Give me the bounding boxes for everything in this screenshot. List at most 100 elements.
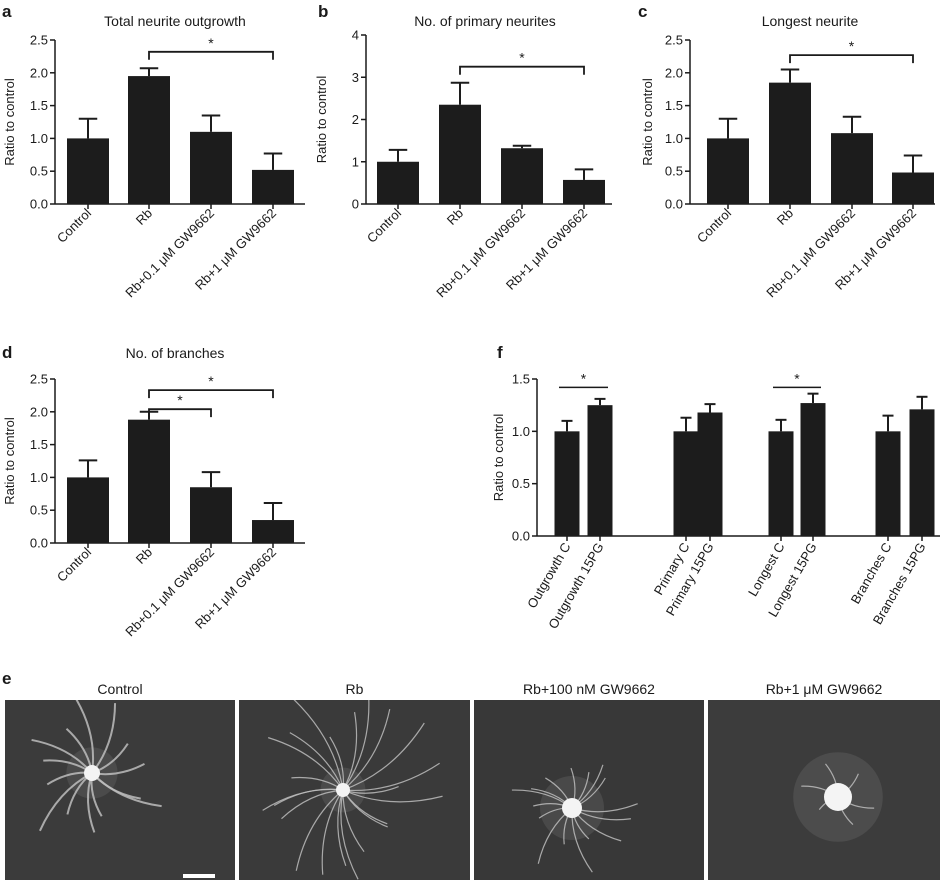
y-tick-label: 1.5 bbox=[30, 437, 48, 452]
chart-panel-a: a Total neurite outgrowth Ratio to control… bbox=[2, 2, 305, 300]
significance-star: * bbox=[208, 35, 214, 51]
neurite bbox=[293, 700, 344, 791]
y-tick-label: 2.5 bbox=[30, 33, 48, 48]
significance-star: * bbox=[849, 38, 855, 54]
micrograph-title: Control bbox=[97, 681, 142, 697]
x-tick-label: Rb bbox=[133, 206, 155, 228]
bar bbox=[190, 487, 232, 543]
significance-bracket bbox=[148, 50, 274, 60]
micrograph: Control bbox=[5, 681, 235, 880]
y-tick-label: 0.0 bbox=[512, 529, 530, 544]
significance-bracket bbox=[459, 65, 585, 75]
neuron bbox=[31, 700, 162, 833]
bar bbox=[252, 169, 294, 204]
y-axis-label: Ratio to control bbox=[314, 76, 329, 164]
micrograph-title: Rb+100 nM GW9662 bbox=[523, 681, 655, 697]
y-tick-label: 1.0 bbox=[30, 470, 48, 485]
y-tick-label: 2.0 bbox=[30, 404, 48, 419]
neuron bbox=[793, 752, 883, 842]
bar bbox=[768, 431, 794, 536]
neurite bbox=[262, 788, 344, 811]
neuron bbox=[262, 700, 443, 880]
neurite bbox=[342, 712, 358, 791]
scale-bar bbox=[183, 874, 215, 878]
y-tick-label: 0.0 bbox=[30, 536, 48, 551]
neurite bbox=[342, 789, 443, 803]
chart-title: Total neurite outgrowth bbox=[104, 13, 246, 29]
y-tick-label: 1.0 bbox=[512, 424, 530, 439]
y-axis-label: Ratio to control bbox=[2, 417, 17, 505]
soma bbox=[84, 765, 100, 781]
significance-star: * bbox=[177, 392, 183, 408]
micrograph: Rb+100 nM GW9662 bbox=[474, 681, 704, 880]
neurite bbox=[342, 722, 425, 791]
significance-star: * bbox=[208, 373, 214, 389]
bar bbox=[128, 419, 170, 543]
neuron bbox=[511, 764, 638, 873]
x-tick-label: Control bbox=[694, 205, 734, 245]
x-tick-label: Rb bbox=[774, 206, 796, 228]
y-tick-label: 1.0 bbox=[30, 131, 48, 146]
y-axis-label: Ratio to control bbox=[2, 78, 17, 166]
chart-title: No. of branches bbox=[126, 345, 225, 361]
x-tick-label: Rb bbox=[444, 206, 466, 228]
y-tick-label: 0.5 bbox=[30, 164, 48, 179]
y-tick-label: 1 bbox=[352, 154, 359, 169]
soma bbox=[824, 783, 852, 811]
panel-letter: c bbox=[638, 2, 647, 21]
y-tick-label: 0.5 bbox=[30, 503, 48, 518]
micrograph-title: Rb+1 μM GW9662 bbox=[766, 681, 883, 697]
significance-star: * bbox=[794, 370, 800, 386]
neurite bbox=[342, 762, 440, 792]
bar bbox=[587, 405, 613, 536]
bar bbox=[800, 403, 826, 536]
y-tick-label: 2.5 bbox=[665, 33, 683, 48]
neurite bbox=[340, 789, 359, 880]
bar bbox=[697, 412, 723, 536]
bar bbox=[501, 148, 543, 204]
chart-panel-b: b No. of primary neurites Ratio to control… bbox=[314, 2, 612, 300]
significance-star: * bbox=[581, 370, 587, 386]
bar bbox=[769, 82, 811, 204]
micrograph: Rb+1 μM GW9662 bbox=[708, 681, 940, 880]
bar bbox=[831, 133, 873, 204]
y-tick-label: 0.0 bbox=[30, 197, 48, 212]
y-tick-label: 2.0 bbox=[30, 65, 48, 80]
bar bbox=[128, 76, 170, 204]
chart-title: Longest neurite bbox=[762, 13, 859, 29]
y-tick-label: 0.5 bbox=[512, 476, 530, 491]
neurite bbox=[295, 789, 344, 871]
bar bbox=[875, 431, 901, 536]
bar bbox=[563, 179, 605, 204]
y-tick-label: 0.0 bbox=[665, 197, 683, 212]
y-tick-label: 2.0 bbox=[665, 65, 683, 80]
neurite bbox=[342, 708, 391, 791]
chart-layer: a Total neurite outgrowth Ratio to control… bbox=[2, 2, 940, 639]
y-tick-label: 0 bbox=[352, 197, 359, 212]
panel-letter: f bbox=[497, 343, 503, 362]
y-tick-label: 4 bbox=[352, 28, 359, 43]
panel-letter: d bbox=[2, 343, 12, 362]
y-tick-label: 3 bbox=[352, 70, 359, 85]
bar bbox=[67, 477, 109, 543]
y-tick-label: 1.5 bbox=[512, 372, 530, 387]
neurite bbox=[342, 700, 370, 791]
y-tick-label: 1.0 bbox=[665, 131, 683, 146]
y-tick-label: 1.5 bbox=[665, 98, 683, 113]
bar bbox=[67, 138, 109, 204]
bar bbox=[554, 431, 580, 536]
x-tick-label: Control bbox=[54, 205, 94, 245]
y-tick-label: 2.5 bbox=[30, 372, 48, 387]
y-axis-label: Ratio to control bbox=[640, 78, 655, 166]
micrograph: Rb bbox=[239, 681, 470, 880]
panel-letter: e bbox=[2, 669, 11, 688]
bar bbox=[909, 409, 935, 536]
soma bbox=[562, 798, 582, 818]
x-tick-label: Rb bbox=[133, 545, 155, 567]
bar bbox=[707, 138, 749, 204]
bar bbox=[377, 161, 419, 204]
panel-letter: b bbox=[318, 2, 328, 21]
y-axis-label: Ratio to control bbox=[491, 414, 506, 502]
